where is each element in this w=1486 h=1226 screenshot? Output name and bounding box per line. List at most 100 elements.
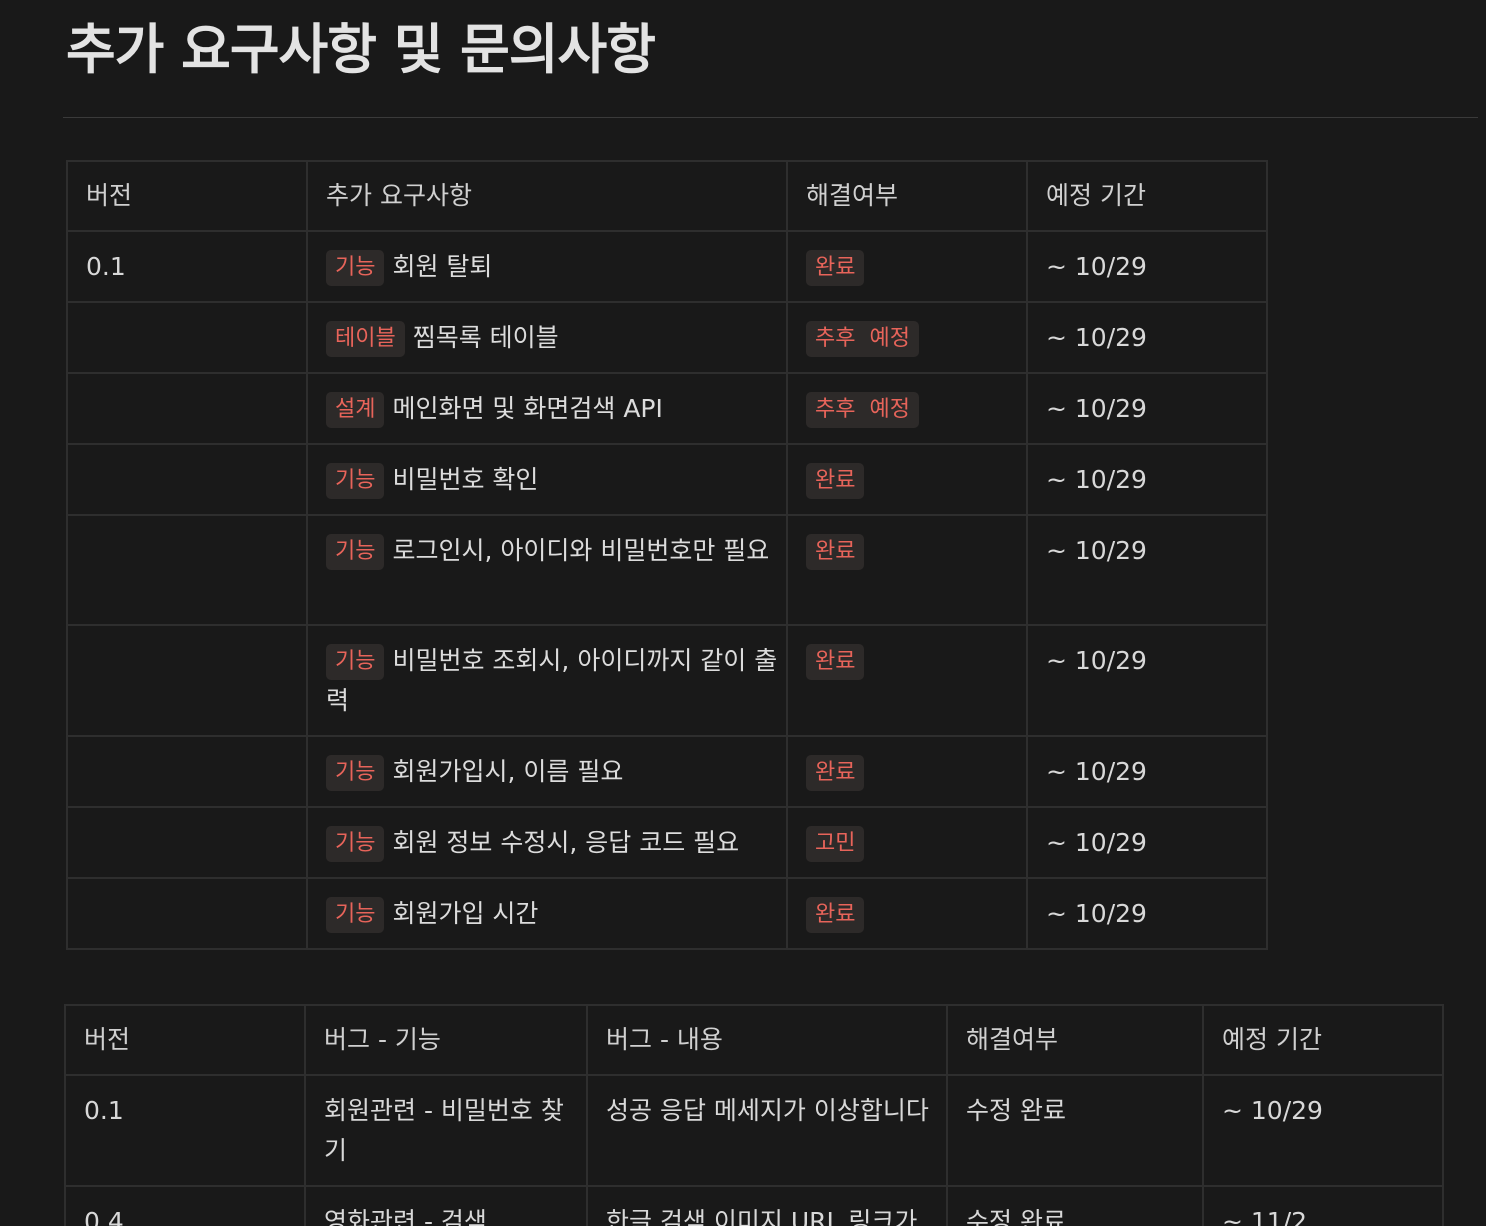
cell-status: 완료 <box>786 624 1028 737</box>
cell-requirement: 설계 메인화면 및 화면검색 API <box>306 372 788 445</box>
cell-period: ~ 10/29 <box>1026 301 1268 374</box>
bug-version-text: 0.1 <box>84 1096 124 1125</box>
cell-period: ~ 10/29 <box>1026 443 1268 516</box>
bug-header-feature: 버그 - 기능 <box>304 1004 588 1076</box>
table-row: 설계 메인화면 및 화면검색 API 추후 예정 ~ 10/29 <box>66 372 1268 445</box>
status-badge: 완료 <box>806 897 865 933</box>
category-tag: 기능 <box>326 644 385 680</box>
bug-period-text: ~ 11/2 <box>1222 1207 1308 1226</box>
bug-header-period: 예정 기간 <box>1202 1004 1444 1076</box>
bug-table: 버전 버그 - 기능 버그 - 내용 해결여부 예정 기간 0.1 회원관련 - … <box>64 1004 1444 1226</box>
bug-cell-period: ~ 10/29 <box>1202 1074 1444 1187</box>
status-badge: 추후 예정 <box>806 321 919 357</box>
category-tag: 기능 <box>326 534 385 570</box>
cell-period: ~ 10/29 <box>1026 230 1268 303</box>
requirement-text: 찜목록 테이블 <box>412 323 559 352</box>
bug-status-text: 수정 완료 <box>966 1096 1066 1125</box>
cell-period: ~ 10/29 <box>1026 806 1268 879</box>
bug-cell-status: 수정 완료 <box>946 1074 1204 1187</box>
status-badge: 완료 <box>806 755 865 791</box>
table-row: 기능 로그인시, 아이디와 비밀번호만 필요 완료 ~ 10/29 <box>66 514 1268 626</box>
bug-header-status: 해결여부 <box>946 1004 1204 1076</box>
cell-version <box>66 301 308 374</box>
category-tag: 기능 <box>326 897 385 933</box>
period-text: ~ 10/29 <box>1046 323 1147 352</box>
category-tag: 기능 <box>326 463 385 499</box>
bug-version-text: 0.4 <box>84 1207 124 1226</box>
table-row: 기능 비밀번호 확인 완료 ~ 10/29 <box>66 443 1268 516</box>
bug-cell-feature: 영화관련 - 검색 <box>304 1185 588 1226</box>
period-text: ~ 10/29 <box>1046 394 1147 423</box>
bug-body: 0.1 회원관련 - 비밀번호 찾기 성공 응답 메세지가 이상합니다 수정 완료 ~ … <box>64 1074 1444 1226</box>
header-requirement: 추가 요구사항 <box>306 160 788 232</box>
bug-period-text: ~ 10/29 <box>1222 1096 1323 1125</box>
header-status: 해결여부 <box>786 160 1028 232</box>
bug-cell-content: 한글 검색 이미지 URL 링크가 <box>586 1185 948 1226</box>
cell-status: 완료 <box>786 230 1028 303</box>
table-row: 0.4 영화관련 - 검색 한글 검색 이미지 URL 링크가 수정 완료 ~ 11/2 <box>64 1185 1444 1226</box>
cell-requirement: 기능 회원 탈퇴 <box>306 230 788 303</box>
cell-requirement: 기능 회원가입시, 이름 필요 <box>306 735 788 808</box>
version-text: 0.1 <box>86 252 126 281</box>
cell-period: ~ 10/29 <box>1026 624 1268 737</box>
cell-requirement: 기능 회원 정보 수정시, 응답 코드 필요 <box>306 806 788 879</box>
bug-cell-status: 수정 완료 <box>946 1185 1204 1226</box>
cell-version <box>66 877 308 950</box>
bug-content-text: 성공 응답 메세지가 이상합니다 <box>606 1096 929 1125</box>
status-badge: 완료 <box>806 463 865 499</box>
bug-cell-feature: 회원관련 - 비밀번호 찾기 <box>304 1074 588 1187</box>
period-text: ~ 10/29 <box>1046 828 1147 857</box>
requirement-text: 메인화면 및 화면검색 API <box>392 394 663 423</box>
cell-version <box>66 514 308 626</box>
table-row: 0.1 기능 회원 탈퇴 완료 ~ 10/29 <box>66 230 1268 303</box>
table-row: 기능 비밀번호 조회시, 아이디까지 같이 출력 완료 ~ 10/29 <box>66 624 1268 737</box>
cell-version <box>66 806 308 879</box>
requirements-header-row: 버전 추가 요구사항 해결여부 예정 기간 <box>66 160 1268 232</box>
cell-period: ~ 10/29 <box>1026 514 1268 626</box>
requirements-table: 버전 추가 요구사항 해결여부 예정 기간 0.1 기능 회원 탈퇴 완료 ~ 10/2… <box>66 160 1268 950</box>
cell-status: 완료 <box>786 735 1028 808</box>
cell-requirement: 기능 로그인시, 아이디와 비밀번호만 필요 <box>306 514 788 626</box>
table-row: 기능 회원 정보 수정시, 응답 코드 필요 고민 ~ 10/29 <box>66 806 1268 879</box>
period-text: ~ 10/29 <box>1046 536 1147 565</box>
category-tag: 설계 <box>326 392 385 428</box>
cell-status: 추후 예정 <box>786 301 1028 374</box>
bug-header-content: 버그 - 내용 <box>586 1004 948 1076</box>
cell-version <box>66 624 308 737</box>
status-badge: 고민 <box>806 826 865 862</box>
period-text: ~ 10/29 <box>1046 465 1147 494</box>
category-tag: 기능 <box>326 826 385 862</box>
bug-header-version: 버전 <box>64 1004 306 1076</box>
table-row: 테이블 찜목록 테이블 추후 예정 ~ 10/29 <box>66 301 1268 374</box>
cell-status: 고민 <box>786 806 1028 879</box>
category-tag: 기능 <box>326 250 385 286</box>
period-text: ~ 10/29 <box>1046 757 1147 786</box>
cell-status: 완료 <box>786 443 1028 516</box>
period-text: ~ 10/29 <box>1046 646 1147 675</box>
bug-feature-text: 회원관련 - 비밀번호 찾기 <box>324 1096 564 1165</box>
bug-content-text: 한글 검색 이미지 URL 링크가 <box>606 1207 918 1226</box>
table-row: 0.1 회원관련 - 비밀번호 찾기 성공 응답 메세지가 이상합니다 수정 완료 ~ … <box>64 1074 1444 1187</box>
requirement-text: 회원 탈퇴 <box>392 252 493 281</box>
cell-period: ~ 10/29 <box>1026 877 1268 950</box>
bug-cell-version: 0.4 <box>64 1185 306 1226</box>
cell-version <box>66 735 308 808</box>
cell-status: 완료 <box>786 877 1028 950</box>
bug-cell-content: 성공 응답 메세지가 이상합니다 <box>586 1074 948 1187</box>
cell-requirement: 기능 회원가입 시간 <box>306 877 788 950</box>
requirements-body: 0.1 기능 회원 탈퇴 완료 ~ 10/29 테이블 찜목록 테이블 추후 예정 ~ 10/2… <box>66 230 1268 950</box>
cell-version <box>66 372 308 445</box>
cell-status: 추후 예정 <box>786 372 1028 445</box>
requirement-text: 회원 정보 수정시, 응답 코드 필요 <box>392 828 740 857</box>
status-badge: 완료 <box>806 534 865 570</box>
status-badge: 완료 <box>806 644 865 680</box>
period-text: ~ 10/29 <box>1046 252 1147 281</box>
category-tag: 테이블 <box>326 321 405 357</box>
bug-status-text: 수정 완료 <box>966 1207 1066 1226</box>
requirement-text: 비밀번호 확인 <box>392 465 539 494</box>
cell-requirement: 테이블 찜목록 테이블 <box>306 301 788 374</box>
cell-requirement: 기능 비밀번호 조회시, 아이디까지 같이 출력 <box>306 624 788 737</box>
table-row: 기능 회원가입 시간 완료 ~ 10/29 <box>66 877 1268 950</box>
table-row: 기능 회원가입시, 이름 필요 완료 ~ 10/29 <box>66 735 1268 808</box>
